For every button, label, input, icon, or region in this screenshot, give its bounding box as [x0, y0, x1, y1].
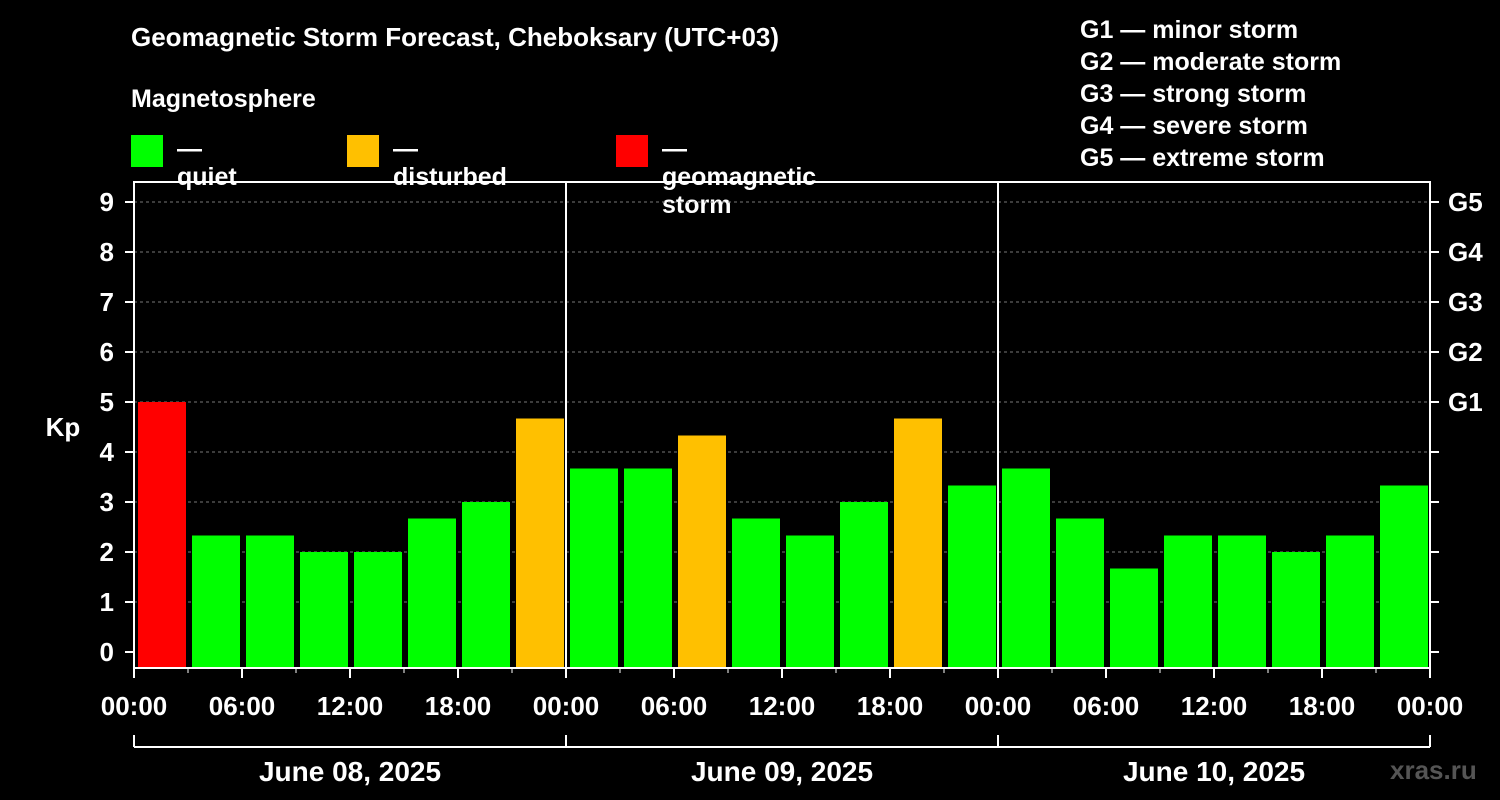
bar — [1272, 552, 1320, 668]
bar — [894, 418, 942, 668]
bar — [192, 535, 240, 668]
bar — [516, 418, 564, 668]
bar — [1002, 468, 1050, 668]
x-tick-label: 06:00 — [209, 691, 276, 721]
gridlines — [134, 201, 1430, 603]
storm-scale-g5: G5 — extreme storm — [1080, 144, 1325, 172]
legend-swatch-quiet — [131, 135, 163, 167]
day-label: June 10, 2025 — [1123, 756, 1305, 787]
bar — [300, 552, 348, 668]
legend-swatch-storm — [616, 135, 648, 167]
storm-scale-g1: G1 — minor storm — [1080, 16, 1299, 44]
bar — [354, 552, 402, 668]
y-axis-label: Kp — [46, 412, 81, 442]
y-tick-label: 6 — [100, 337, 114, 367]
right-tick-label: G2 — [1448, 337, 1483, 367]
chart-title: Geomagnetic Storm Forecast, Cheboksary (… — [131, 22, 780, 52]
bar — [138, 402, 186, 668]
bar — [570, 468, 618, 668]
axes: 0 1 2 3 4 5 6 7 8 9 G1 G2 G3 G4 G5 00:00 06:00 12:00 18:00… — [100, 181, 1483, 787]
storm-scale-g4: G4 — severe storm — [1080, 112, 1308, 140]
bar — [1380, 485, 1428, 668]
x-tick-label: 00:00 — [533, 691, 600, 721]
day-label: June 09, 2025 — [691, 756, 873, 787]
legend-label-quiet: — quiet — [177, 135, 237, 191]
legend-label-disturbed: — disturbed — [393, 135, 507, 191]
bar — [678, 435, 726, 668]
right-tick-label: G4 — [1448, 237, 1483, 267]
x-tick-label: 12:00 — [749, 691, 816, 721]
storm-scale-g3: G3 — strong storm — [1080, 80, 1307, 108]
bar — [624, 468, 672, 668]
bar — [1164, 535, 1212, 668]
bar — [246, 535, 294, 668]
x-tick-label: 12:00 — [1181, 691, 1248, 721]
legend-swatch-disturbed — [347, 135, 379, 167]
x-tick-label: 00:00 — [101, 691, 168, 721]
y-tick-label: 4 — [100, 437, 115, 467]
right-tick-label: G3 — [1448, 287, 1483, 317]
right-tick-label: G1 — [1448, 387, 1483, 417]
bar — [1218, 535, 1266, 668]
bar — [786, 535, 834, 668]
storm-scale-g2: G2 — moderate storm — [1080, 48, 1342, 76]
bar — [1056, 518, 1104, 668]
x-tick-label: 00:00 — [965, 691, 1032, 721]
legend-label-storm: — geomagnetic storm — [662, 135, 817, 219]
bar — [840, 502, 888, 668]
y-tick-label: 8 — [100, 237, 114, 267]
bar — [1326, 535, 1374, 668]
bar — [948, 485, 996, 668]
legend-heading: Magnetosphere — [131, 85, 316, 113]
right-tick-label: G5 — [1448, 187, 1483, 217]
watermark: xras.ru — [1390, 755, 1477, 785]
day-label: June 08, 2025 — [259, 756, 441, 787]
y-tick-label: 0 — [100, 637, 114, 667]
y-tick-label: 7 — [100, 287, 114, 317]
x-tick-label: 06:00 — [641, 691, 708, 721]
bar — [408, 518, 456, 668]
y-tick-label: 5 — [100, 387, 114, 417]
y-tick-label: 1 — [100, 587, 114, 617]
x-tick-label: 12:00 — [317, 691, 384, 721]
bar — [732, 518, 780, 668]
storm-scale-legend: G1 — minor storm G2 — moderate storm G3 … — [1080, 14, 1341, 174]
y-tick-label: 3 — [100, 487, 114, 517]
x-tick-label: 18:00 — [1289, 691, 1356, 721]
y-tick-label: 9 — [100, 187, 114, 217]
bar — [462, 502, 510, 668]
x-tick-label: 18:00 — [425, 691, 492, 721]
bars — [138, 402, 1428, 668]
x-tick-label: 06:00 — [1073, 691, 1140, 721]
y-tick-label: 2 — [100, 537, 114, 567]
bar — [1110, 568, 1158, 668]
x-tick-label: 18:00 — [857, 691, 924, 721]
x-tick-label: 00:00 — [1397, 691, 1464, 721]
